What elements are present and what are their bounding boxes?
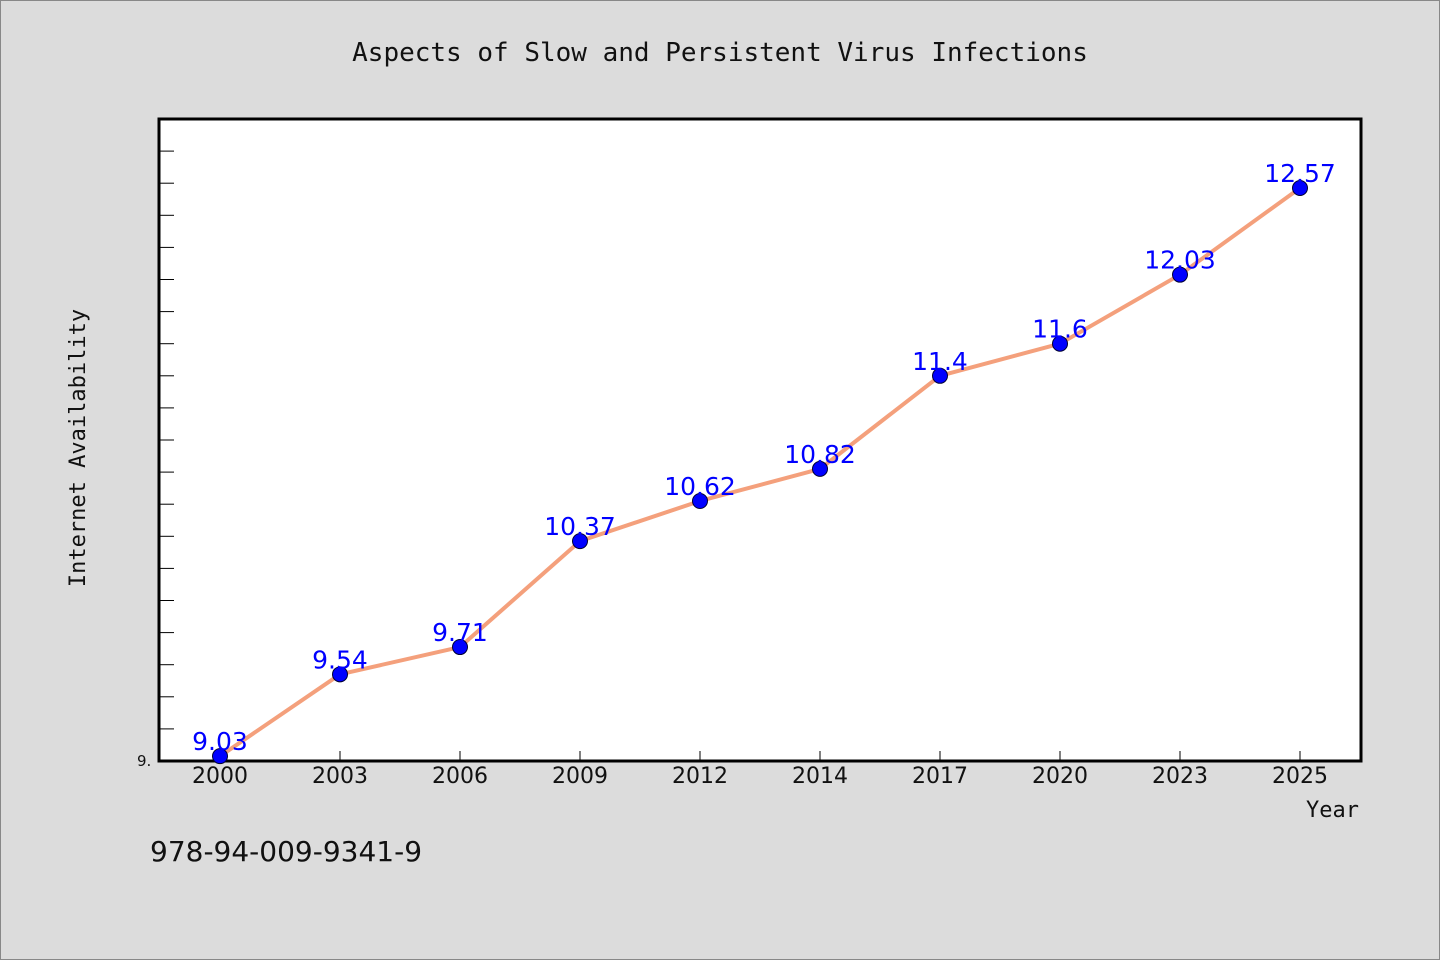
x-tick-label: 2020 <box>1032 764 1088 789</box>
x-tick-label: 2017 <box>912 764 968 789</box>
x-axis-label: Year <box>1306 798 1359 823</box>
data-point <box>212 748 228 765</box>
plot-area <box>157 117 1363 763</box>
y-axis-label: Internet Availability <box>66 309 91 587</box>
x-tick-label: 2014 <box>792 764 848 789</box>
data-label: 9.54 <box>312 645 368 674</box>
series-line-group: 9.03 9.54 9.71 10.37 10.62 10.82 11.4 11.6 12.03… <box>192 159 1336 765</box>
data-label: 10.62 <box>664 472 736 501</box>
x-tick-label: 2023 <box>1152 764 1208 789</box>
series-markers <box>212 180 1308 765</box>
x-tick-label: 2006 <box>432 764 488 789</box>
x-tick-label: 2000 <box>192 764 248 789</box>
data-label: 9.03 <box>192 727 248 756</box>
data-label: 10.82 <box>784 440 856 469</box>
data-label: 10.37 <box>544 512 616 541</box>
data-label: 12.57 <box>1264 159 1336 188</box>
x-tick-label: 2012 <box>672 764 728 789</box>
x-axis-ticks <box>219 751 1301 761</box>
series-line <box>218 186 1302 758</box>
data-point <box>332 666 348 683</box>
data-label: 12.03 <box>1144 246 1216 275</box>
data-point <box>1292 180 1308 197</box>
data-point <box>932 367 948 384</box>
data-point <box>692 492 708 509</box>
data-point <box>812 460 828 477</box>
x-axis-tick-labels: 2000 2003 2006 2009 2012 2014 2017 2020 2023 2025 <box>192 764 1328 789</box>
footer-code: 978-94-009-9341-9 <box>150 835 423 868</box>
data-label: 9.71 <box>432 618 488 647</box>
data-point <box>572 533 588 550</box>
data-labels: 9.03 9.54 9.71 10.37 10.62 10.82 11.4 11.6 12.03… <box>192 159 1336 756</box>
x-tick-label: 2025 <box>1272 764 1328 789</box>
x-tick-label: 2003 <box>312 764 368 789</box>
chart-title: Aspects of Slow and Persistent Virus Inf… <box>352 38 1088 68</box>
y-tick-label: 9. <box>137 752 151 770</box>
data-point <box>1052 335 1068 352</box>
y-axis-ticks <box>159 118 174 762</box>
data-label: 11.4 <box>912 347 968 376</box>
data-point <box>452 639 468 656</box>
data-label: 11.6 <box>1032 315 1088 344</box>
data-point <box>1172 266 1188 283</box>
x-tick-label: 2009 <box>552 764 608 789</box>
